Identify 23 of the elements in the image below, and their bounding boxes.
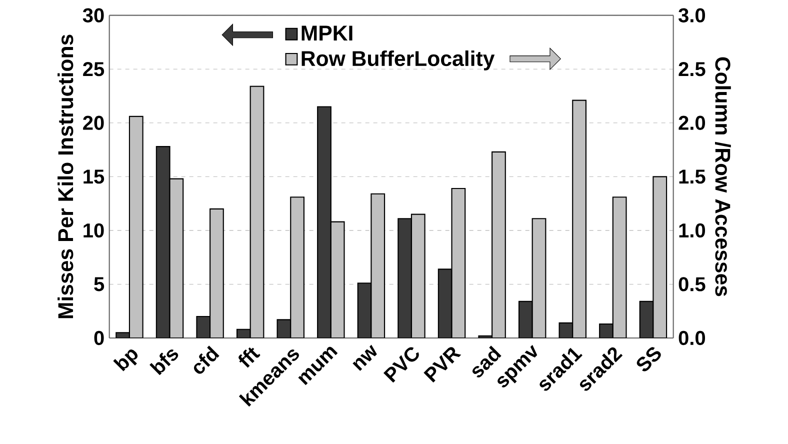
x-tick-label: SS <box>636 347 661 372</box>
y2-tick-label: 1.0 <box>679 223 706 238</box>
legend-label: Row BufferLocality <box>302 50 495 70</box>
y2-tick-label: 1.5 <box>679 170 706 184</box>
y-tick-label: 5 <box>94 277 104 292</box>
y2-tick-label: 2.5 <box>678 62 706 76</box>
x-tick-label: nw <box>352 344 377 371</box>
y-axis-title: Misses Per Kilo Instructions <box>58 34 74 318</box>
x-tick-label: bfs <box>150 350 178 376</box>
y2-tick-label: 3.0 <box>678 8 706 22</box>
x-tick-label: cfd <box>194 346 220 374</box>
y-tick-label: 0 <box>94 330 104 346</box>
y-tick-label: 20 <box>83 116 104 130</box>
y-tick-label: 15 <box>84 170 104 184</box>
y-tick-label: 10 <box>84 223 104 238</box>
x-tick-label: bp <box>113 350 138 372</box>
legend-label: MPKI <box>302 26 352 40</box>
y2-tick-label: 0.5 <box>678 277 706 292</box>
y-tick-label: 30 <box>82 8 104 22</box>
y-tick-label: 25 <box>83 62 104 76</box>
y2-tick-label: 0.0 <box>678 330 706 346</box>
y2-tick-label: 2.0 <box>678 116 706 130</box>
y2-axis-title: Column /Row Accesses <box>715 57 731 296</box>
